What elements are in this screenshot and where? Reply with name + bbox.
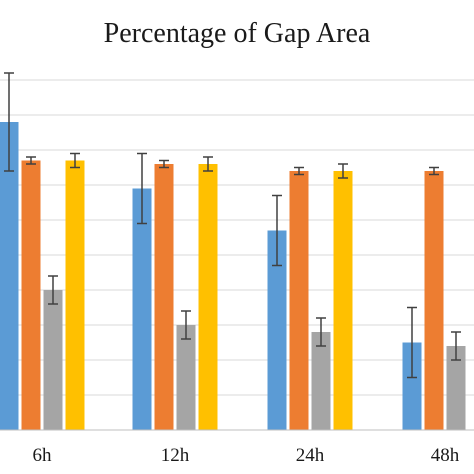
- error-bar: [70, 152, 80, 169]
- bar: [446, 346, 466, 430]
- x-tick-label: 12h: [161, 445, 190, 466]
- error-bar: [203, 156, 213, 172]
- error-bar: [26, 156, 36, 165]
- bar: [21, 160, 41, 430]
- error-bar: [338, 163, 348, 179]
- error-bar: [451, 331, 461, 361]
- error-bars: [4, 72, 461, 379]
- bar: [333, 171, 353, 430]
- bar: [402, 342, 422, 430]
- bars: [0, 122, 466, 430]
- error-bar: [407, 306, 417, 379]
- bar: [65, 160, 85, 430]
- error-bar: [429, 166, 439, 176]
- bar: [424, 171, 444, 430]
- error-bar: [48, 275, 58, 305]
- bar: [289, 171, 309, 430]
- bar: [154, 164, 174, 430]
- bar: [311, 332, 331, 430]
- bar: [198, 164, 218, 430]
- error-bar: [137, 152, 147, 225]
- x-axis: 6h 12h 24h 48h: [0, 429, 474, 466]
- error-bar: [316, 317, 326, 347]
- error-bar: [294, 166, 304, 176]
- x-tick-label: 24h: [296, 445, 325, 466]
- bar: [132, 188, 152, 430]
- error-bar: [181, 310, 191, 340]
- error-bar: [4, 72, 14, 172]
- x-tick-label: 6h: [33, 445, 53, 466]
- bar: [267, 230, 287, 430]
- bar: [43, 290, 63, 430]
- bar: [176, 325, 196, 430]
- error-bar: [159, 159, 169, 169]
- error-bar: [272, 194, 282, 267]
- bar: [0, 122, 19, 430]
- x-tick-label: 48h: [431, 445, 460, 466]
- chart-title: Percentage of Gap Area: [103, 18, 371, 49]
